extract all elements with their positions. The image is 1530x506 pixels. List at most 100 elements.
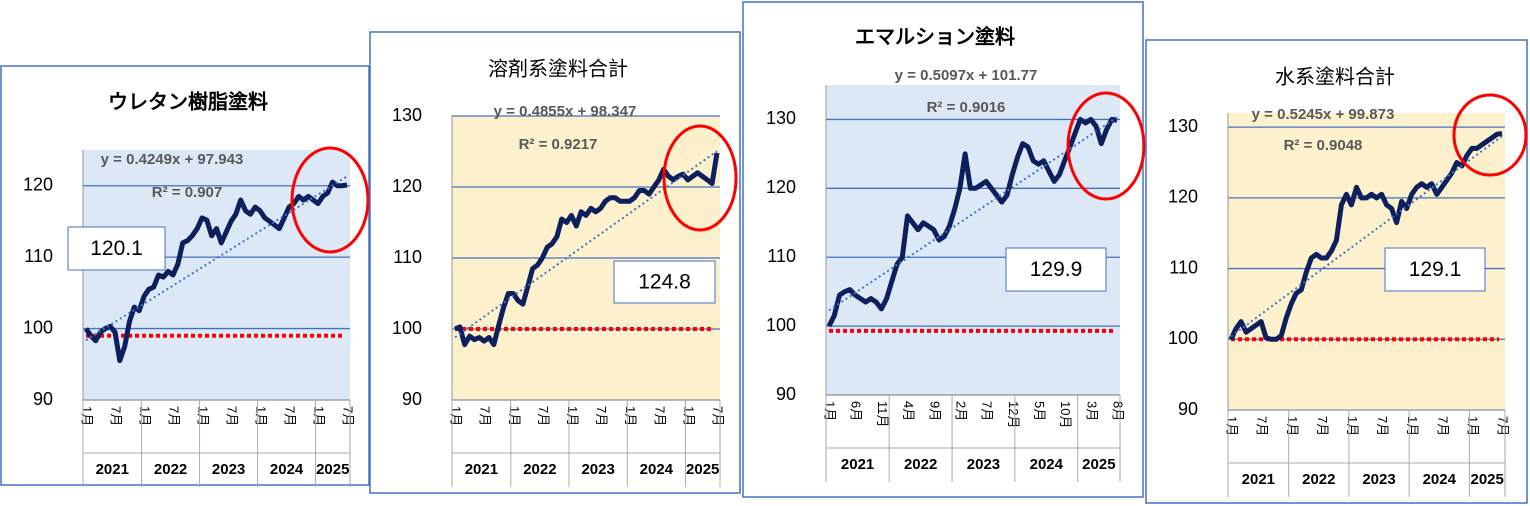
callout-label: 124.8 bbox=[638, 271, 691, 294]
x-group-label: 2022 bbox=[523, 461, 556, 478]
trendline bbox=[85, 175, 348, 342]
x-tick-label: 8月 bbox=[1111, 401, 1126, 421]
x-tick-label: 1月 bbox=[681, 406, 696, 426]
x-group-label: 2021 bbox=[1242, 471, 1275, 488]
data-line bbox=[1228, 131, 1503, 342]
x-tick-label: 1月 bbox=[1225, 416, 1240, 436]
r-squared: R² = 0.9048 bbox=[1284, 137, 1363, 154]
plot-area bbox=[83, 150, 350, 400]
x-tick-label: 7月 bbox=[1255, 416, 1270, 436]
x-group-label: 2022 bbox=[904, 456, 937, 473]
trendline bbox=[1230, 135, 1503, 338]
x-group-label: 2021 bbox=[465, 461, 498, 478]
y-tick-label: 130 bbox=[392, 105, 422, 125]
x-tick-label: 7月 bbox=[283, 406, 298, 426]
data-line bbox=[83, 179, 348, 364]
x-tick-label: 7月 bbox=[652, 406, 667, 426]
x-group-label: 2023 bbox=[1362, 471, 1395, 488]
highlight-ellipse bbox=[290, 146, 370, 254]
chart-title: 溶剤系塗料合計 bbox=[488, 57, 628, 81]
r-squared: R² = 0.9016 bbox=[927, 99, 1006, 116]
y-tick-label: 120 bbox=[1168, 187, 1198, 207]
callout-box bbox=[1384, 247, 1486, 292]
x-tick-label: 1月 bbox=[1345, 416, 1360, 436]
y-tick-label: 110 bbox=[767, 246, 796, 266]
y-tick-label: 100 bbox=[23, 317, 53, 337]
x-tick-label: 7月 bbox=[1315, 416, 1330, 436]
y-tick-label: 90 bbox=[33, 389, 53, 409]
x-group-label: 2021 bbox=[841, 456, 874, 473]
y-tick-label: 110 bbox=[24, 246, 53, 266]
chart-title: ウレタン樹脂塗料 bbox=[108, 90, 268, 114]
y-tick-label: 90 bbox=[776, 384, 796, 404]
x-tick-label: 1月 bbox=[449, 406, 464, 426]
callout-label: 120.1 bbox=[90, 237, 143, 260]
x-tick-label: 7月 bbox=[711, 406, 726, 426]
x-group-label: 2023 bbox=[581, 461, 614, 478]
y-tick-label: 90 bbox=[402, 389, 422, 409]
x-tick-label: 12月 bbox=[1006, 401, 1021, 428]
x-group-label: 2025 bbox=[1471, 471, 1504, 488]
x-tick-label: 1月 bbox=[80, 406, 95, 426]
data-line bbox=[454, 152, 720, 348]
x-group-label: 2025 bbox=[1082, 456, 1115, 473]
chart-title: エマルション塗料 bbox=[855, 25, 1015, 49]
callout-label: 129.1 bbox=[1409, 258, 1462, 281]
x-tick-label: 7月 bbox=[225, 406, 240, 426]
callout-box bbox=[67, 226, 166, 271]
x-group-label: 2024 bbox=[640, 461, 674, 478]
x-tick-label: 1月 bbox=[1285, 416, 1300, 436]
x-group-label: 2025 bbox=[316, 461, 349, 478]
y-tick-label: 90 bbox=[1178, 399, 1198, 419]
x-group-label: 2024 bbox=[1423, 471, 1457, 488]
trendline-equation: y = 0.5097x + 101.77 bbox=[895, 67, 1038, 84]
x-tick-label: 7月 bbox=[109, 406, 124, 426]
x-tick-label: 4月 bbox=[901, 401, 916, 421]
x-tick-label: 5月 bbox=[1032, 401, 1047, 421]
x-tick-label: 7月 bbox=[1496, 416, 1511, 436]
callout-label: 129.9 bbox=[1030, 258, 1083, 281]
x-group-label: 2023 bbox=[967, 456, 1000, 473]
y-tick-label: 110 bbox=[1169, 257, 1198, 277]
y-tick-label: 100 bbox=[766, 315, 796, 335]
x-tick-label: 1月 bbox=[254, 406, 269, 426]
x-tick-label: 7月 bbox=[594, 406, 609, 426]
y-tick-label: 130 bbox=[1168, 116, 1198, 136]
x-tick-label: 2月 bbox=[953, 401, 968, 421]
x-tick-label: 1月 bbox=[1405, 416, 1420, 436]
x-group-label: 2022 bbox=[154, 461, 187, 478]
callout-box bbox=[613, 260, 716, 304]
x-group-label: 2024 bbox=[270, 461, 304, 478]
r-squared: R² = 0.907 bbox=[152, 184, 222, 201]
x-tick-label: 1月 bbox=[1465, 416, 1480, 436]
chart-title: 水系塗料合計 bbox=[1275, 65, 1395, 89]
x-tick-label: 1月 bbox=[312, 406, 327, 426]
x-tick-label: 7月 bbox=[1435, 416, 1450, 436]
x-tick-label: 1月 bbox=[565, 406, 580, 426]
plot-area bbox=[826, 85, 1120, 395]
y-tick-label: 100 bbox=[392, 318, 422, 338]
x-tick-label: 1月 bbox=[823, 401, 838, 421]
x-tick-label: 1月 bbox=[507, 406, 522, 426]
y-tick-label: 100 bbox=[1168, 328, 1198, 348]
highlight-ellipse bbox=[1452, 93, 1528, 177]
x-tick-label: 7月 bbox=[167, 406, 182, 426]
highlight-ellipse bbox=[1066, 91, 1146, 201]
x-tick-label: 6月 bbox=[849, 401, 864, 421]
x-group-label: 2023 bbox=[212, 461, 245, 478]
x-tick-label: 7月 bbox=[341, 406, 356, 426]
trendline-equation: y = 0.4249x + 97.943 bbox=[101, 151, 244, 168]
trendline-equation: y = 0.4855x + 98.347 bbox=[494, 103, 637, 120]
x-tick-label: 7月 bbox=[1375, 416, 1390, 436]
trendline-equation: y = 0.5245x + 99.873 bbox=[1252, 106, 1395, 123]
x-group-label: 2024 bbox=[1030, 456, 1064, 473]
y-tick-label: 110 bbox=[393, 247, 422, 267]
x-tick-label: 9月 bbox=[927, 401, 942, 421]
x-group-label: 2025 bbox=[686, 461, 719, 478]
y-tick-label: 130 bbox=[766, 108, 796, 128]
x-tick-label: 1月 bbox=[196, 406, 211, 426]
r-squared: R² = 0.9217 bbox=[519, 136, 598, 153]
x-tick-label: 10月 bbox=[1058, 401, 1073, 428]
